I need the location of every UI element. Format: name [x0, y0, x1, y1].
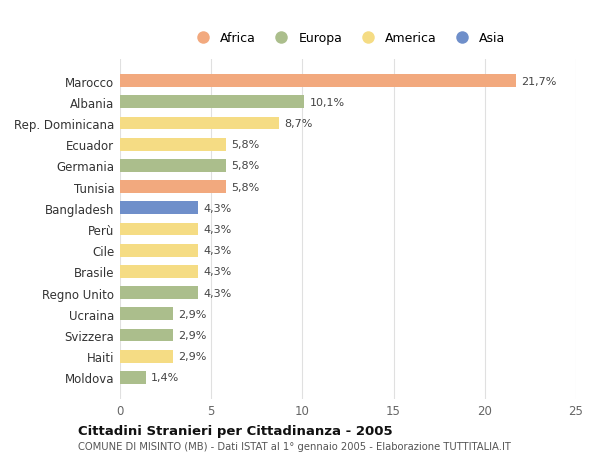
Bar	[120, 75, 516, 88]
Bar	[120, 202, 199, 215]
Text: Cittadini Stranieri per Cittadinanza - 2005: Cittadini Stranieri per Cittadinanza - 2…	[78, 424, 392, 437]
Legend: Africa, Europa, America, Asia: Africa, Europa, America, Asia	[190, 32, 506, 45]
Bar	[120, 371, 146, 384]
Bar	[120, 139, 226, 151]
Bar	[120, 160, 226, 173]
Bar	[120, 118, 278, 130]
Text: 2,9%: 2,9%	[178, 330, 207, 340]
Text: 2,9%: 2,9%	[178, 309, 207, 319]
Text: 21,7%: 21,7%	[521, 77, 557, 86]
Bar	[120, 308, 173, 320]
Text: 10,1%: 10,1%	[310, 98, 345, 107]
Text: COMUNE DI MISINTO (MB) - Dati ISTAT al 1° gennaio 2005 - Elaborazione TUTTITALIA: COMUNE DI MISINTO (MB) - Dati ISTAT al 1…	[78, 441, 511, 451]
Text: 5,8%: 5,8%	[231, 182, 260, 192]
Text: 1,4%: 1,4%	[151, 373, 179, 382]
Text: 4,3%: 4,3%	[204, 267, 232, 277]
Bar	[120, 181, 226, 194]
Bar	[120, 329, 173, 341]
Text: 5,8%: 5,8%	[231, 161, 260, 171]
Text: 4,3%: 4,3%	[204, 224, 232, 235]
Bar	[120, 265, 199, 278]
Text: 2,9%: 2,9%	[178, 352, 207, 361]
Bar	[120, 223, 199, 236]
Text: 5,8%: 5,8%	[231, 140, 260, 150]
Text: 4,3%: 4,3%	[204, 203, 232, 213]
Bar	[120, 286, 199, 299]
Bar	[120, 350, 173, 363]
Text: 4,3%: 4,3%	[204, 246, 232, 256]
Bar	[120, 96, 304, 109]
Text: 4,3%: 4,3%	[204, 288, 232, 298]
Text: 8,7%: 8,7%	[284, 119, 313, 129]
Bar	[120, 244, 199, 257]
